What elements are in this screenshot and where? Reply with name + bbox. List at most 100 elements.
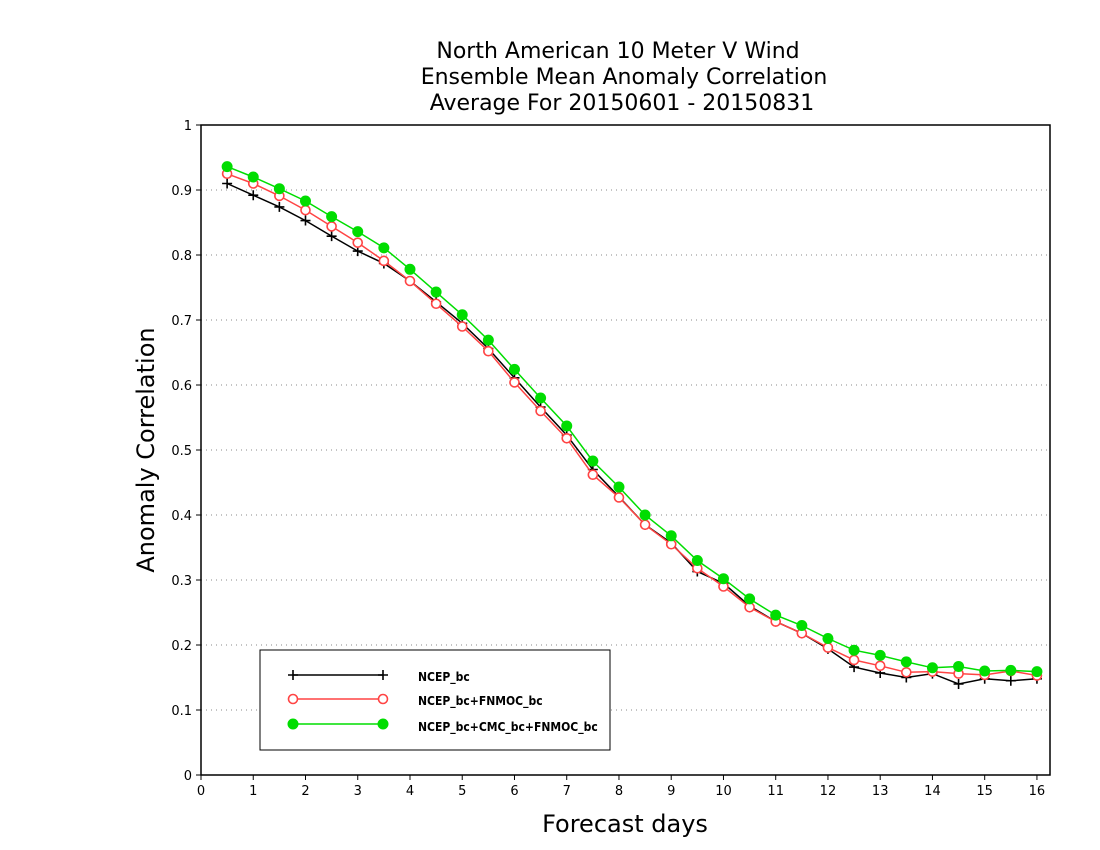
data-point bbox=[404, 275, 416, 287]
data-point bbox=[926, 662, 938, 674]
y-tick-label: 0.8 bbox=[171, 249, 192, 264]
data-point bbox=[273, 183, 285, 195]
x-tick-label: 8 bbox=[615, 784, 623, 799]
y-tick-label: 0.3 bbox=[171, 574, 192, 589]
y-tick-label: 0.4 bbox=[171, 509, 192, 524]
y-tick-label: 1 bbox=[184, 119, 192, 134]
x-axis: 0 1 2 3 4 5 6 7 8 9 10 11 12 13 14 15 16 bbox=[197, 775, 1045, 799]
x-tick-label: 2 bbox=[301, 784, 309, 799]
x-tick-label: 1 bbox=[249, 784, 257, 799]
data-point bbox=[274, 201, 285, 212]
legend-box bbox=[259, 649, 611, 751]
data-point bbox=[430, 298, 442, 310]
series-layer bbox=[221, 161, 1043, 689]
data-point bbox=[561, 420, 573, 432]
x-tick-label: 7 bbox=[563, 784, 571, 799]
x-tick-label: 10 bbox=[715, 784, 732, 799]
x-tick-label: 4 bbox=[406, 784, 414, 799]
data-point bbox=[456, 321, 468, 332]
x-tick-label: 12 bbox=[820, 784, 837, 799]
y-tick-label: 0.9 bbox=[171, 184, 192, 199]
data-point bbox=[953, 679, 964, 689]
series-2 bbox=[221, 161, 1043, 678]
chart-title: North American 10 Meter V Wind Ensemble … bbox=[421, 39, 828, 116]
data-point bbox=[509, 377, 520, 388]
data-point bbox=[378, 670, 388, 680]
data-point bbox=[535, 405, 546, 417]
data-point bbox=[352, 226, 364, 238]
data-point bbox=[900, 656, 912, 668]
title-line-1: North American 10 Meter V Wind bbox=[436, 39, 799, 64]
y-tick-label: 0.6 bbox=[171, 379, 192, 394]
data-point bbox=[221, 161, 233, 173]
data-point bbox=[326, 231, 337, 242]
data-point bbox=[744, 593, 756, 605]
data-point bbox=[378, 255, 390, 267]
legend-label-ncep-cmc-fnmoc: NCEP_bc+CMC_bc+FNMOC_bc bbox=[418, 720, 598, 735]
y-tick-label: 0 bbox=[184, 769, 192, 784]
data-point bbox=[717, 573, 729, 585]
data-point bbox=[287, 693, 299, 705]
title-line-2: Ensemble Mean Anomaly Correlation bbox=[421, 65, 828, 90]
y-axis: 0 0.1 0.2 0.3 0.4 0.5 0.6 0.7 0.8 0.9 1 bbox=[171, 119, 201, 784]
data-point bbox=[665, 530, 677, 542]
data-point bbox=[300, 215, 311, 226]
data-point bbox=[326, 211, 338, 223]
legend-label-ncep-bc: NCEP_bc bbox=[418, 670, 470, 685]
data-point bbox=[300, 204, 311, 216]
data-point bbox=[848, 654, 860, 666]
legend-label-ncep-fnmoc: NCEP_bc+FNMOC_bc bbox=[418, 694, 543, 709]
data-point bbox=[483, 345, 494, 357]
x-tick-label: 0 bbox=[197, 784, 205, 799]
data-point bbox=[287, 718, 299, 730]
data-point bbox=[508, 363, 520, 375]
data-point bbox=[848, 644, 860, 656]
data-point bbox=[247, 171, 259, 183]
data-point bbox=[639, 509, 651, 521]
data-point bbox=[378, 242, 390, 254]
y-axis-title: Anomaly Correlation bbox=[132, 327, 160, 572]
series-0 bbox=[222, 178, 1042, 689]
data-point bbox=[561, 432, 573, 444]
data-point bbox=[691, 555, 703, 566]
x-tick-label: 13 bbox=[872, 784, 889, 799]
x-tick-label: 6 bbox=[510, 784, 518, 799]
x-tick-label: 14 bbox=[924, 784, 941, 799]
data-point bbox=[377, 693, 389, 705]
data-point bbox=[613, 481, 625, 493]
data-point bbox=[901, 666, 912, 678]
data-point bbox=[377, 718, 389, 730]
legend-swatch-1 bbox=[287, 693, 389, 705]
x-tick-label: 11 bbox=[767, 784, 784, 799]
x-axis-title: Forecast days bbox=[542, 810, 708, 838]
data-point bbox=[1005, 675, 1016, 686]
data-point bbox=[587, 469, 599, 481]
data-point bbox=[639, 519, 651, 531]
legend-entries bbox=[287, 670, 389, 730]
data-point bbox=[482, 334, 494, 346]
series-line bbox=[226, 182, 1037, 685]
data-point bbox=[404, 263, 416, 275]
series-line bbox=[226, 173, 1038, 677]
data-point bbox=[796, 620, 808, 631]
data-point bbox=[613, 492, 625, 503]
x-tick-label: 15 bbox=[976, 784, 993, 799]
x-tick-label: 3 bbox=[354, 784, 362, 799]
data-point bbox=[770, 609, 782, 621]
series-1 bbox=[221, 168, 1043, 681]
series-line bbox=[226, 165, 1037, 673]
data-point bbox=[953, 660, 965, 672]
legend-swatch-2 bbox=[287, 718, 389, 730]
data-point bbox=[1031, 666, 1043, 678]
data-point bbox=[822, 633, 834, 644]
data-point bbox=[299, 195, 311, 207]
data-point bbox=[248, 190, 259, 201]
data-point bbox=[874, 649, 886, 661]
data-point bbox=[535, 392, 547, 404]
y-tick-label: 0.5 bbox=[171, 444, 192, 459]
x-tick-label: 5 bbox=[458, 784, 466, 799]
y-tick-label: 0.7 bbox=[171, 314, 192, 329]
data-point bbox=[822, 642, 834, 653]
legend-swatch-0 bbox=[288, 670, 388, 680]
y-tick-label: 0.2 bbox=[171, 639, 192, 654]
